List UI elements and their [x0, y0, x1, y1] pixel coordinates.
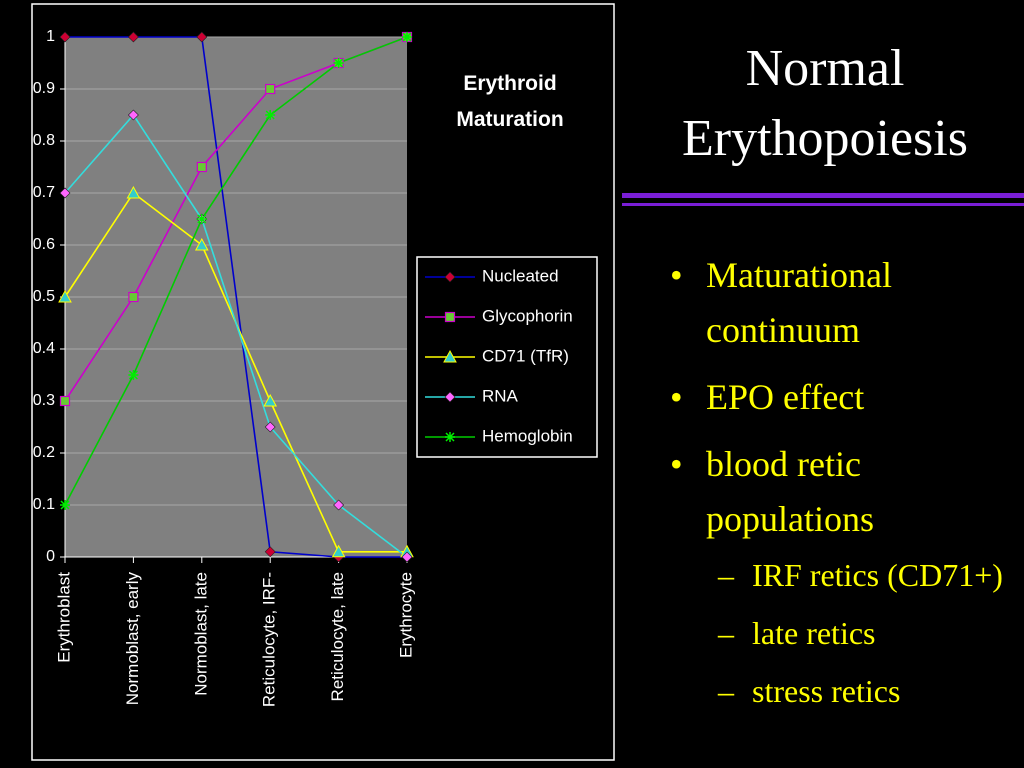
- marker: [265, 110, 276, 120]
- marker: [59, 187, 71, 199]
- bullet-list: Maturational continuum EPO effect blood …: [668, 248, 1018, 713]
- marker: [196, 31, 208, 43]
- bullet: EPO effect: [668, 370, 1018, 425]
- marker: [444, 271, 456, 283]
- chart-title: Erythroid Maturation: [456, 72, 564, 131]
- legend-label: Glycophorin: [482, 306, 573, 325]
- series-line: [65, 36, 407, 558]
- legend-label: RNA: [482, 386, 519, 405]
- marker: [264, 546, 276, 558]
- y-tick-label: 0.5: [33, 288, 55, 305]
- marker: [127, 31, 139, 43]
- y-tick-label: 0: [46, 548, 55, 565]
- y-tick-label: 0.8: [33, 132, 55, 149]
- marker: [444, 391, 456, 403]
- sub-bullet: stress retics: [668, 669, 1018, 713]
- x-tick-label: Normoblast, late: [191, 572, 210, 696]
- series-line: [64, 113, 408, 558]
- marker: [333, 58, 344, 68]
- y-tick-label: 0.7: [33, 184, 55, 201]
- marker: [60, 500, 70, 510]
- marker: [265, 83, 276, 95]
- marker: [59, 31, 71, 43]
- marker: [443, 349, 457, 363]
- y-tick-label: 0.4: [33, 340, 55, 357]
- marker: [127, 109, 139, 121]
- series-line: [64, 36, 408, 506]
- marker: [333, 499, 345, 511]
- bullet: Maturational continuum: [668, 248, 1018, 358]
- x-tick-label: Erythrocyte: [396, 572, 415, 658]
- sub-bullet: IRF retics (CD71+): [668, 553, 1018, 597]
- marker: [263, 393, 278, 407]
- bullet: blood retic populations: [668, 437, 1018, 547]
- y-tick-label: 0.1: [33, 496, 55, 513]
- y-tick-label: 0.3: [33, 392, 55, 409]
- slide-title: Normal Erythopoiesis: [682, 40, 968, 167]
- x-tick-label: Reticulocyte, IRF-: [260, 572, 279, 707]
- legend-label: Hemoglobin: [482, 426, 573, 445]
- y-tick-label: 1: [46, 28, 55, 45]
- marker: [402, 32, 412, 42]
- marker: [445, 432, 455, 442]
- divider: [622, 203, 1024, 206]
- marker: [128, 291, 139, 303]
- x-tick-label: Reticulocyte, late: [328, 572, 347, 701]
- marker: [58, 289, 72, 303]
- sub-bullet: late retics: [668, 611, 1018, 655]
- x-tick-label: Normoblast, early: [123, 572, 142, 706]
- y-tick-label: 0.2: [33, 444, 55, 461]
- marker: [196, 161, 207, 173]
- chart: 0 0.1 0.2 0.3 0.4 0.5 0.6 0.7 0.8 0.9 1 Erythroblas…: [31, 3, 615, 761]
- marker: [194, 237, 209, 251]
- marker: [59, 395, 71, 407]
- y-tick-label: 0.9: [33, 80, 55, 97]
- marker: [126, 185, 141, 199]
- divider: [622, 193, 1024, 198]
- marker: [401, 551, 413, 563]
- marker: [264, 421, 276, 433]
- marker: [444, 311, 456, 323]
- legend-label: Nucleated: [482, 266, 559, 285]
- x-tick-label: Erythroblast: [54, 572, 73, 663]
- legend-label: CD71 (TfR): [482, 346, 569, 365]
- marker: [196, 214, 207, 224]
- y-tick-label: 0.6: [33, 236, 55, 253]
- marker: [128, 370, 139, 380]
- marker: [331, 544, 346, 558]
